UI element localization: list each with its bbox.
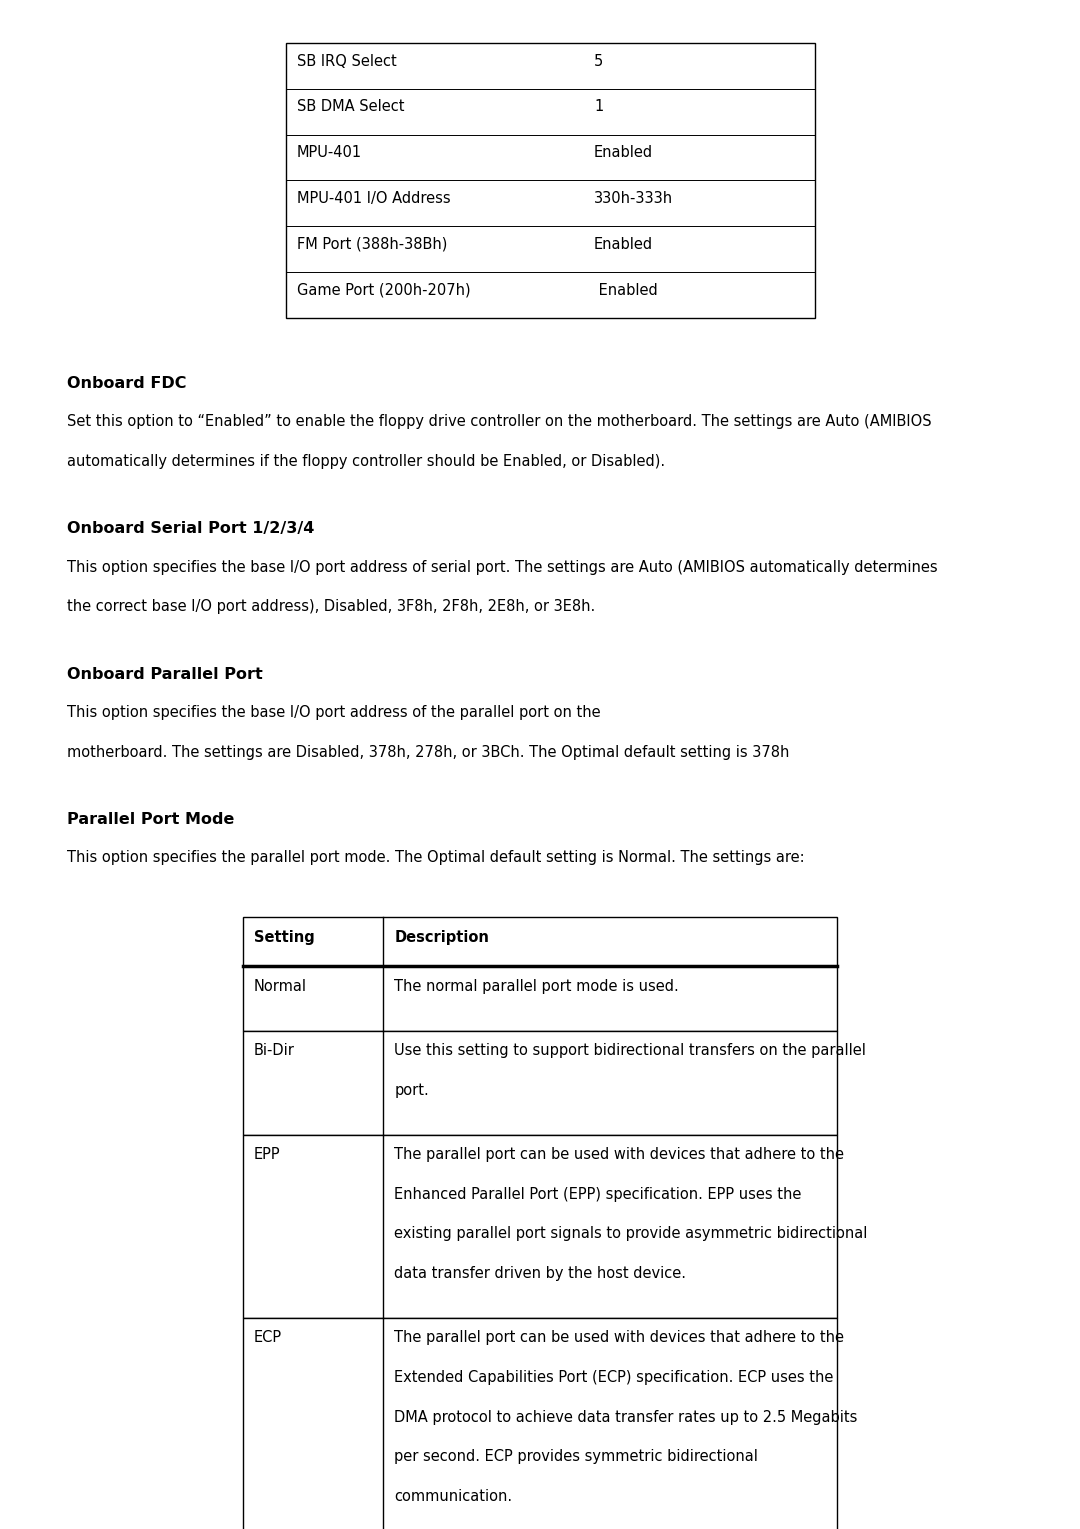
- Bar: [243, 1031, 837, 1135]
- Text: MPU-401: MPU-401: [297, 145, 362, 161]
- Text: Game Port (200h-207h): Game Port (200h-207h): [297, 283, 471, 298]
- Text: Setting: Setting: [254, 930, 314, 945]
- Text: Use this setting to support bidirectional transfers on the parallel: Use this setting to support bidirectiona…: [394, 1043, 866, 1058]
- Text: Enabled: Enabled: [594, 145, 653, 161]
- Text: existing parallel port signals to provide asymmetric bidirectional: existing parallel port signals to provid…: [394, 1226, 867, 1242]
- Text: port.: port.: [394, 1083, 429, 1098]
- Bar: [286, 43, 815, 318]
- Text: EPP: EPP: [254, 1147, 281, 1162]
- Text: This option specifies the parallel port mode. The Optimal default setting is Nor: This option specifies the parallel port …: [67, 850, 805, 865]
- Text: Normal: Normal: [254, 979, 307, 994]
- Text: Description: Description: [394, 930, 489, 945]
- Text: Enabled: Enabled: [594, 237, 653, 252]
- Text: per second. ECP provides symmetric bidirectional: per second. ECP provides symmetric bidir…: [394, 1449, 758, 1465]
- Bar: [243, 966, 837, 1031]
- Text: 1: 1: [594, 99, 604, 115]
- Bar: [243, 1135, 837, 1318]
- Text: Set this option to “Enabled” to enable the floppy drive controller on the mother: Set this option to “Enabled” to enable t…: [67, 414, 932, 430]
- Text: Enhanced Parallel Port (EPP) specification. EPP uses the: Enhanced Parallel Port (EPP) specificati…: [394, 1187, 801, 1202]
- Text: motherboard. The settings are Disabled, 378h, 278h, or 3BCh. The Optimal default: motherboard. The settings are Disabled, …: [67, 745, 789, 760]
- Text: The normal parallel port mode is used.: The normal parallel port mode is used.: [394, 979, 679, 994]
- Text: Onboard FDC: Onboard FDC: [67, 376, 187, 391]
- Text: The parallel port can be used with devices that adhere to the: The parallel port can be used with devic…: [394, 1147, 845, 1162]
- Text: automatically determines if the floppy controller should be Enabled, or Disabled: automatically determines if the floppy c…: [67, 454, 665, 469]
- Text: FM Port (388h-38Bh): FM Port (388h-38Bh): [297, 237, 447, 252]
- Text: ECP: ECP: [254, 1330, 282, 1346]
- Text: 330h-333h: 330h-333h: [594, 191, 673, 206]
- Text: communication.: communication.: [394, 1489, 512, 1505]
- Text: Bi-Dir: Bi-Dir: [254, 1043, 295, 1058]
- Text: The parallel port can be used with devices that adhere to the: The parallel port can be used with devic…: [394, 1330, 845, 1346]
- Bar: [243, 917, 837, 966]
- Text: data transfer driven by the host device.: data transfer driven by the host device.: [394, 1266, 686, 1281]
- Text: Onboard Parallel Port: Onboard Parallel Port: [67, 667, 262, 682]
- Text: This option specifies the base I/O port address of serial port. The settings are: This option specifies the base I/O port …: [67, 560, 937, 575]
- Text: SB IRQ Select: SB IRQ Select: [297, 54, 396, 69]
- Text: the correct base I/O port address), Disabled, 3F8h, 2F8h, 2E8h, or 3E8h.: the correct base I/O port address), Disa…: [67, 599, 595, 615]
- Text: SB DMA Select: SB DMA Select: [297, 99, 405, 115]
- Text: MPU-401 I/O Address: MPU-401 I/O Address: [297, 191, 450, 206]
- Text: Enabled: Enabled: [594, 283, 658, 298]
- Text: DMA protocol to achieve data transfer rates up to 2.5 Megabits: DMA protocol to achieve data transfer ra…: [394, 1410, 858, 1425]
- Text: 5: 5: [594, 54, 604, 69]
- Text: Extended Capabilities Port (ECP) specification. ECP uses the: Extended Capabilities Port (ECP) specifi…: [394, 1370, 834, 1385]
- Bar: [243, 1318, 837, 1529]
- Text: Parallel Port Mode: Parallel Port Mode: [67, 812, 234, 827]
- Text: This option specifies the base I/O port address of the parallel port on the: This option specifies the base I/O port …: [67, 705, 600, 720]
- Text: Onboard Serial Port 1/2/3/4: Onboard Serial Port 1/2/3/4: [67, 521, 314, 537]
